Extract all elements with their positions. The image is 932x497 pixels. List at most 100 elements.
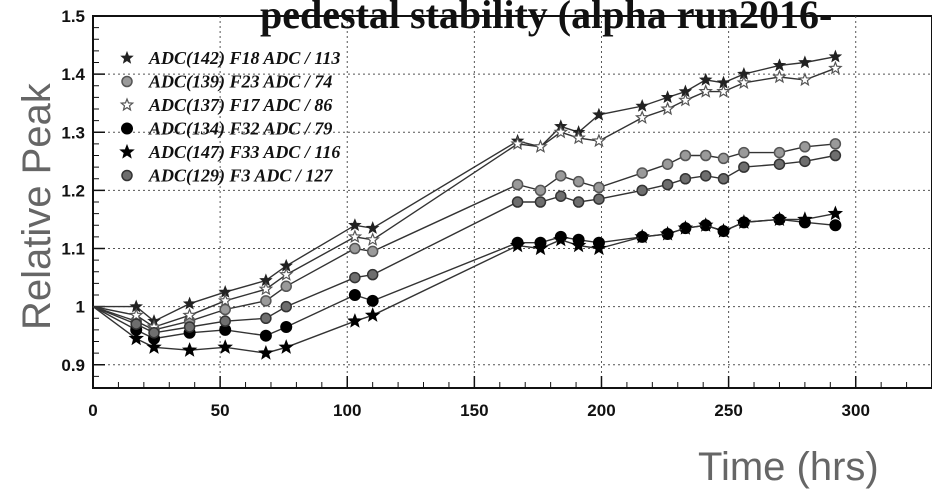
legend-item: ADC(137) F17 ADC / 86	[119, 95, 332, 116]
legend-item: ADC(134) F32 ADC / 79	[121, 119, 332, 140]
data-point	[660, 90, 675, 104]
data-point	[679, 173, 692, 185]
data-point	[183, 321, 196, 333]
data-point	[348, 218, 362, 231]
data-point	[593, 193, 605, 205]
data-point	[280, 320, 293, 333]
data-point	[829, 219, 842, 232]
data-point	[348, 289, 361, 301]
legend-marker	[121, 122, 133, 135]
data-point	[366, 245, 379, 258]
data-point	[678, 92, 693, 107]
legend-item: ADC(139) F23 ADC / 74	[121, 72, 332, 93]
legend: ADC(142) F18 ADC / 113 ADC(139) F23 ADC /…	[119, 48, 340, 187]
data-point	[555, 190, 567, 202]
data-point	[278, 339, 294, 354]
data-point	[593, 181, 605, 194]
legend-marker	[121, 75, 133, 88]
x-tick-label: 100	[333, 401, 361, 420]
data-point	[217, 293, 233, 308]
axis-ticks: 0 50 100 150 200 250 300 0.9 1 1.1 1.2 1.3 1.4 1.5	[61, 7, 908, 420]
data-point	[532, 240, 549, 256]
legend-label: ADC(142) F18 ADC / 113	[148, 48, 340, 69]
data-point	[347, 229, 363, 244]
data-point	[260, 312, 272, 324]
data-point	[572, 196, 585, 208]
data-point	[828, 60, 843, 75]
data-point	[715, 222, 732, 238]
y-axis-label: Relative Peak	[15, 82, 59, 330]
y-tick-label: 1.3	[61, 123, 85, 142]
y-tick-label: 1.5	[61, 7, 85, 26]
data-point	[555, 170, 567, 182]
data-point	[280, 300, 292, 313]
x-tick-label: 250	[714, 401, 742, 420]
data-point	[634, 228, 650, 244]
data-point	[698, 217, 714, 232]
data-point	[511, 178, 524, 191]
data-point	[636, 184, 648, 197]
legend-marker	[121, 169, 133, 182]
data-point	[738, 146, 750, 159]
y-tick-label: 0.9	[61, 356, 85, 375]
data-point	[349, 271, 361, 284]
data-point	[366, 268, 379, 281]
data-point	[679, 149, 692, 162]
x-tick-label: 300	[842, 401, 870, 420]
legend-item: ADC(129) F3 ADC / 127	[121, 166, 333, 187]
data-point	[217, 339, 233, 354]
data-point	[591, 240, 607, 256]
legend-item: ADC(142) F18 ADC / 113	[120, 48, 340, 69]
data-point	[534, 184, 547, 197]
legend-label: ADC(137) F17 ADC / 86	[148, 95, 332, 116]
data-point	[534, 196, 547, 208]
data-point	[677, 220, 694, 235]
data-point	[570, 237, 587, 253]
data-point	[799, 155, 811, 168]
data-point	[349, 242, 361, 255]
data-point	[829, 149, 842, 162]
data-point	[146, 339, 162, 354]
data-point	[717, 152, 730, 165]
legend-item: ADC(147) F33 ADC / 116	[119, 142, 340, 163]
data-point	[182, 296, 197, 310]
series-2	[92, 138, 842, 336]
x-tick-label: 0	[88, 401, 97, 420]
data-point	[128, 307, 144, 322]
data-point	[148, 327, 160, 339]
y-tick-label: 1.2	[61, 181, 85, 200]
data-point	[661, 158, 674, 170]
data-point	[829, 138, 842, 150]
data-point	[772, 58, 787, 72]
legend-marker	[120, 50, 134, 64]
chart-title: pedestal stability (alpha run2016-	[260, 0, 832, 37]
legend-label: ADC(139) F23 ADC / 74	[148, 72, 332, 93]
x-tick-label: 150	[460, 401, 488, 420]
data-point	[736, 214, 752, 229]
x-tick-label: 200	[587, 401, 615, 420]
data-point	[660, 101, 675, 116]
data-point	[797, 211, 813, 227]
data-point	[699, 149, 712, 162]
x-tick-label: 50	[211, 401, 230, 420]
data-point	[717, 173, 730, 185]
data-point	[698, 83, 713, 98]
data-point	[773, 146, 786, 159]
series-6	[92, 149, 842, 339]
data-point	[772, 69, 787, 84]
data-point	[591, 133, 607, 148]
data-point	[799, 141, 811, 153]
series-5	[92, 205, 844, 360]
legend-label: ADC(129) F3 ADC / 127	[148, 166, 333, 187]
data-point	[260, 295, 272, 307]
data-point	[736, 75, 752, 90]
series-line	[92, 218, 836, 340]
data-point	[773, 158, 786, 170]
data-point	[659, 225, 676, 241]
data-point	[511, 196, 524, 208]
data-point	[572, 175, 585, 188]
series-lines	[92, 49, 844, 360]
data-point	[280, 280, 292, 293]
data-point	[553, 124, 569, 139]
data-point	[636, 167, 648, 179]
